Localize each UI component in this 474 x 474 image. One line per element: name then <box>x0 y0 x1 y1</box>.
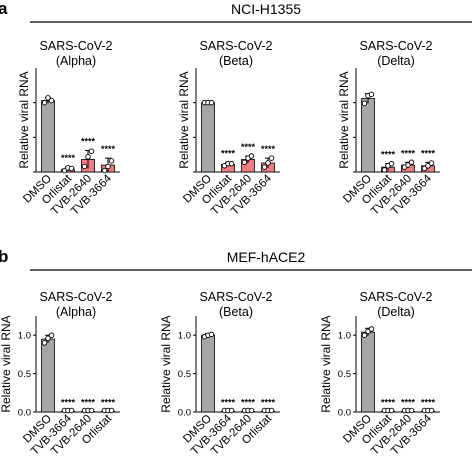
p1c2-bar-0 <box>361 331 375 413</box>
p0c2-point-3-1 <box>425 163 431 169</box>
p0c2-significance-3: **** <box>421 148 436 158</box>
p1c2-ylabel: Relative viral RNA <box>319 315 333 412</box>
p0c2-point-1-2 <box>388 160 395 167</box>
p0c1-title-line1: SARS-CoV-2 <box>200 39 273 53</box>
p1c1-ytick-label: 0.0 <box>178 408 191 419</box>
p1c2-title-line1: SARS-CoV-2 <box>360 290 433 304</box>
p0c2-title-line2: (Delta) <box>377 54 415 68</box>
panel-letter-b: b <box>0 247 8 266</box>
p0c2-point-2-2 <box>408 159 415 166</box>
p0c1-point-3-0 <box>261 164 268 170</box>
p1c1-point-3-2 <box>268 407 275 414</box>
p1c1-ytick-label: 0.5 <box>178 369 191 380</box>
p0c2-title-line1: SARS-CoV-2 <box>360 39 433 53</box>
p0c0-point-3-1 <box>105 163 111 170</box>
charts-layer: SARS-CoV-2(Alpha)Relative viral RNADMSO*… <box>0 39 440 458</box>
p1c0-significance-3: **** <box>101 398 116 408</box>
p0c0-point-1-2 <box>68 165 75 172</box>
p1c2-point-2-2 <box>408 407 415 414</box>
panel-letter-a: a <box>0 0 8 18</box>
p0c1-point-2-2 <box>248 153 255 159</box>
p0c0-point-0-2 <box>48 97 55 104</box>
p1c0-point-0-0 <box>41 340 48 346</box>
p1c2-title-line2: (Delta) <box>377 305 415 319</box>
p0c1-title-line2: (Beta) <box>219 54 253 68</box>
p1c1-ylabel: Relative viral RNA <box>159 315 173 412</box>
p0c0-title-line1: SARS-CoV-2 <box>40 39 113 53</box>
p0c0-point-3-2 <box>108 158 115 164</box>
p0c2-point-2-1 <box>405 162 411 168</box>
p1c1-ytick-label: 1.0 <box>178 331 191 342</box>
p1c0-point-1-2 <box>68 407 75 414</box>
p0c1-point-0-2 <box>208 99 215 106</box>
p1c0-point-3-2 <box>108 407 115 414</box>
p0c2-point-3-2 <box>428 160 435 166</box>
p0c0-significance-3: **** <box>101 144 116 154</box>
p0c0-ylabel: Relative viral RNA <box>17 71 31 168</box>
p1c2-point-3-2 <box>428 407 435 414</box>
p0c0-point-1-0 <box>61 167 68 174</box>
p0c0-point-3-0 <box>101 167 108 174</box>
p1c0-significance-2: **** <box>81 398 96 408</box>
p0c1-point-1-2 <box>228 160 235 167</box>
p0c2-point-3-0 <box>421 165 428 172</box>
p1c2-point-0-2 <box>368 326 375 332</box>
p0c2-significance-1: **** <box>381 150 396 160</box>
p1c1-title-line2: (Beta) <box>219 305 253 319</box>
p1c0-bar-0 <box>41 338 55 413</box>
p0c0-point-2-1 <box>85 153 91 160</box>
p1c0-title-line1: SARS-CoV-2 <box>40 290 113 304</box>
p1c0-point-0-1 <box>45 335 51 342</box>
p1c1-point-0-2 <box>208 331 215 338</box>
p1c0-ytick-label: 0.0 <box>18 408 31 419</box>
p1c1-point-1-2 <box>228 407 235 414</box>
p1c2-significance-2: **** <box>401 398 416 408</box>
p0c1-ylabel: Relative viral RNA <box>177 71 191 168</box>
p1c0-ytick-label: 1.0 <box>18 331 31 342</box>
panel-b-header: MEF-hACE2 <box>227 249 306 265</box>
p1c0-title-line2: (Alpha) <box>56 305 96 319</box>
p0c1-point-3-1 <box>265 160 271 166</box>
p1c2-ytick-label: 0.0 <box>338 408 351 419</box>
p1c0-ytick-label: 0.5 <box>18 369 31 380</box>
p0c0-bar-0 <box>41 100 55 173</box>
p1c1-significance-3: **** <box>261 398 276 408</box>
p1c2-point-1-2 <box>388 407 395 414</box>
p1c1-significance-2: **** <box>241 398 256 408</box>
p0c0-significance-2: **** <box>81 137 96 147</box>
p0c2-ylabel: Relative viral RNA <box>337 71 351 168</box>
p1c1-bar-0 <box>201 334 215 413</box>
p0c1-significance-2: **** <box>241 142 256 152</box>
p0c1-point-3-2 <box>268 155 275 161</box>
p1c0-significance-1: **** <box>61 398 76 408</box>
p0c2-bar-0 <box>361 98 375 173</box>
p1c0-point-2-2 <box>88 407 95 414</box>
p1c2-significance-3: **** <box>421 398 436 408</box>
p0c2-significance-2: **** <box>401 148 416 158</box>
p0c2-point-0-0 <box>361 100 368 107</box>
p0c0-title-line2: (Alpha) <box>56 54 96 68</box>
p0c0-point-2-2 <box>88 148 95 154</box>
p0c1-significance-3: **** <box>261 144 276 154</box>
p1c0-point-0-2 <box>48 332 55 338</box>
p1c1-significance-1: **** <box>221 398 236 408</box>
p0c1-significance-1: **** <box>221 148 236 158</box>
p1c1-title-line1: SARS-CoV-2 <box>200 290 273 304</box>
p0c0-point-0-0 <box>41 99 48 106</box>
p0c0-point-2-0 <box>81 163 88 170</box>
p1c2-point-0-0 <box>361 332 368 338</box>
p1c2-ytick-label: 0.5 <box>338 369 351 380</box>
panel-a-header: NCI-H1355 <box>231 1 301 17</box>
p0c0-point-0-1 <box>45 95 51 101</box>
p0c2-point-0-2 <box>368 91 375 98</box>
p1c2-ytick-label: 1.0 <box>338 331 351 342</box>
p1c2-significance-1: **** <box>381 398 396 408</box>
p0c1-bar-0 <box>201 102 215 173</box>
p0c0-significance-1: **** <box>61 153 76 163</box>
p0c1-point-2-0 <box>241 159 248 166</box>
p0c2-point-1-0 <box>381 167 388 173</box>
p1c1-point-2-2 <box>248 407 255 414</box>
p1c0-ylabel: Relative viral RNA <box>0 315 13 412</box>
